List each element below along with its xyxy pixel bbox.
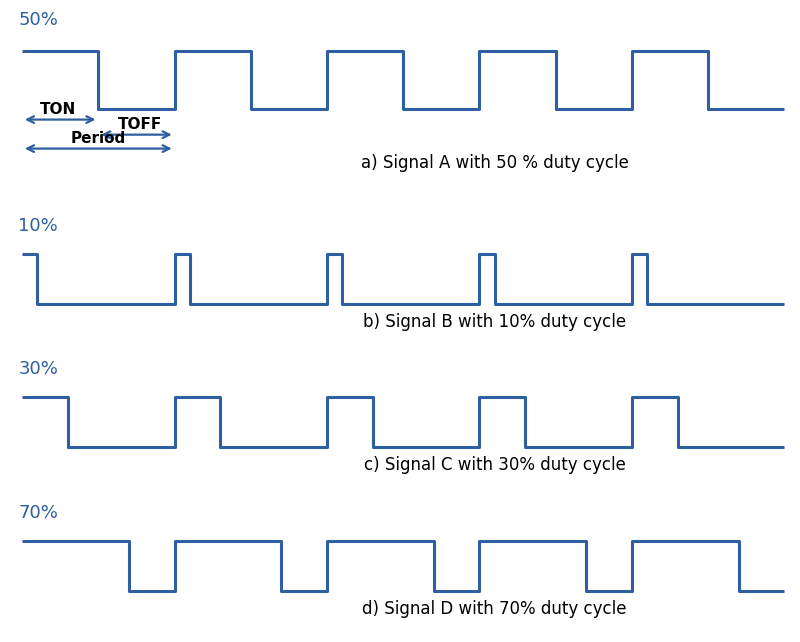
Text: TOFF: TOFF <box>118 117 162 132</box>
Text: c) Signal C with 30% duty cycle: c) Signal C with 30% duty cycle <box>364 456 626 474</box>
Text: Period: Period <box>70 131 126 146</box>
Text: 70%: 70% <box>18 503 58 521</box>
Text: TON: TON <box>40 102 76 117</box>
Text: 30%: 30% <box>18 360 58 378</box>
Text: d) Signal D with 70% duty cycle: d) Signal D with 70% duty cycle <box>362 600 627 618</box>
Text: 10%: 10% <box>18 216 58 234</box>
Text: a) Signal A with 50 % duty cycle: a) Signal A with 50 % duty cycle <box>361 154 629 173</box>
Text: b) Signal B with 10% duty cycle: b) Signal B with 10% duty cycle <box>363 313 626 331</box>
Text: 50%: 50% <box>18 11 58 29</box>
